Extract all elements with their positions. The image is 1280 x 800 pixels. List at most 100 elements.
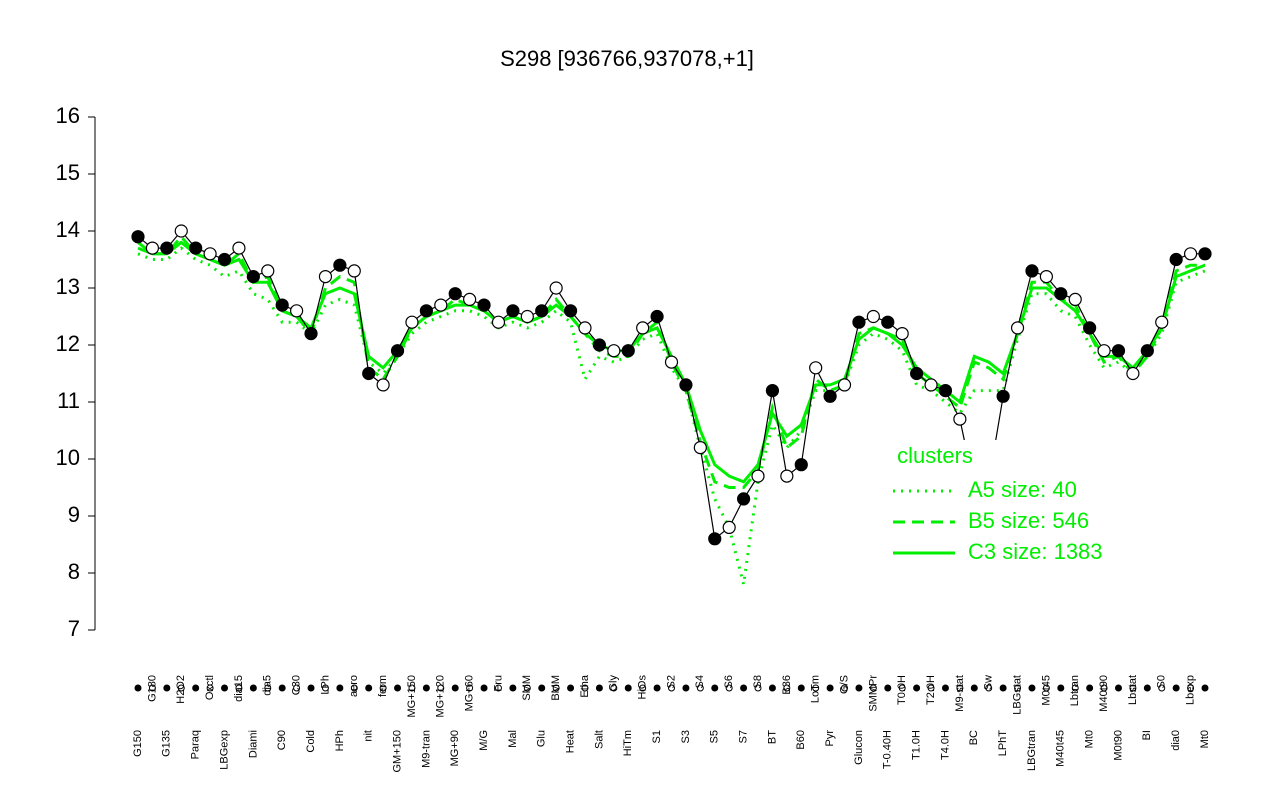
point [563, 304, 578, 318]
y-tick-label: 10 [56, 445, 80, 470]
rug-mark [350, 684, 358, 692]
rug-mark [192, 684, 200, 692]
point [203, 247, 217, 261]
rug-mark [884, 684, 892, 692]
rug-mark [1057, 684, 1065, 692]
rug-mark [509, 684, 517, 692]
x-tick-label: MG+60 [464, 675, 476, 711]
point [290, 304, 304, 318]
x-tick-label: GM+150 [391, 730, 403, 773]
x-tick-label: S3 [680, 730, 692, 743]
point [1198, 247, 1212, 261]
point [866, 309, 880, 324]
point [765, 384, 780, 398]
rug-mark [696, 684, 704, 692]
rug-mark [1158, 684, 1166, 692]
x-tick-label: Salt [593, 730, 605, 749]
rug-mark [523, 684, 531, 692]
rug-mark [595, 684, 603, 692]
point [722, 520, 736, 535]
point [491, 315, 506, 329]
x-tick-label: T-0.40H [882, 730, 894, 769]
rug-mark [1100, 684, 1108, 692]
x-tick-label: BT [766, 730, 778, 744]
rug-mark [941, 684, 949, 692]
point [333, 258, 347, 272]
x-tick-label: M0t90 [1112, 730, 1124, 761]
x-tick-label: ferm [377, 675, 389, 697]
point [736, 492, 751, 506]
rug-mark [1086, 684, 1094, 692]
point [708, 532, 722, 546]
point [881, 315, 895, 329]
x-tick-label: HPh [334, 730, 346, 751]
x-tick-label: G/S [838, 675, 850, 694]
x-tick-label: LBGtran [1026, 730, 1038, 771]
point [217, 252, 232, 267]
x-tick-label: MG+120 [435, 675, 447, 718]
x-tick-label: dia5 [262, 675, 274, 696]
rug-mark [422, 684, 430, 692]
rug-mark [913, 684, 921, 692]
y-tick-label: 13 [56, 274, 80, 299]
point [405, 315, 419, 329]
x-tick-label: Fru [492, 675, 504, 692]
point [910, 366, 924, 381]
rug-mark [682, 684, 690, 692]
rug-mark [624, 684, 632, 692]
y-tick-label: 12 [56, 331, 80, 356]
point [592, 338, 607, 352]
legend-label: C3 size: 1383 [968, 539, 1103, 564]
rug-mark [293, 684, 301, 692]
x-tick-label: B60 [795, 730, 807, 750]
x-tick-label: H2O2 [175, 675, 187, 704]
x-tick-label: Diami [247, 730, 259, 758]
x-tick-label: M0t45 [1040, 675, 1052, 706]
point [261, 264, 275, 278]
point [390, 344, 405, 358]
x-tick-label: M40t90 [1098, 675, 1110, 712]
point [362, 366, 376, 381]
x-tick-label: S5 [709, 730, 721, 743]
x-tick-label: HiOs [637, 675, 649, 700]
x-tick-label: T0.0H [896, 675, 908, 705]
x-tick-label: Lbtran [1069, 675, 1081, 706]
rug-mark [134, 684, 142, 692]
rug-mark [494, 684, 502, 692]
x-tick-label: S2 [665, 675, 677, 688]
x-tick-label: Glucon [853, 730, 865, 765]
rug-mark [1114, 684, 1122, 692]
rug-mark [1172, 684, 1180, 692]
y-tick-label: 15 [56, 160, 80, 185]
point [304, 327, 318, 341]
point [1010, 321, 1025, 335]
rug-mark [812, 684, 820, 692]
rug-mark [148, 684, 156, 692]
x-tick-label: aero [348, 675, 360, 697]
point [1068, 292, 1082, 306]
rug-mark [610, 684, 618, 692]
legend-bg [885, 440, 1135, 565]
point [549, 281, 563, 295]
y-tick-label: 11 [57, 388, 80, 413]
x-tick-label: BI [1141, 730, 1153, 740]
rug-mark [1042, 684, 1050, 692]
point [448, 287, 462, 301]
point [1111, 344, 1126, 358]
point [535, 304, 549, 318]
point [650, 309, 664, 324]
rug-mark [1028, 684, 1036, 692]
point [693, 441, 707, 455]
rug-mark [1014, 684, 1022, 692]
rug-mark [365, 684, 373, 692]
x-tick-label: S1 [651, 730, 663, 743]
point [318, 270, 333, 284]
x-tick-label: dia15 [233, 675, 245, 702]
x-tick-label: S4 [694, 675, 706, 688]
x-tick-label: G135 [161, 730, 173, 757]
x-tick-label: S0 [1156, 675, 1168, 688]
x-tick-label: Glu [536, 730, 548, 747]
point [636, 321, 650, 335]
rug-mark [538, 684, 546, 692]
x-tick-label: Mt0 [1084, 730, 1096, 748]
